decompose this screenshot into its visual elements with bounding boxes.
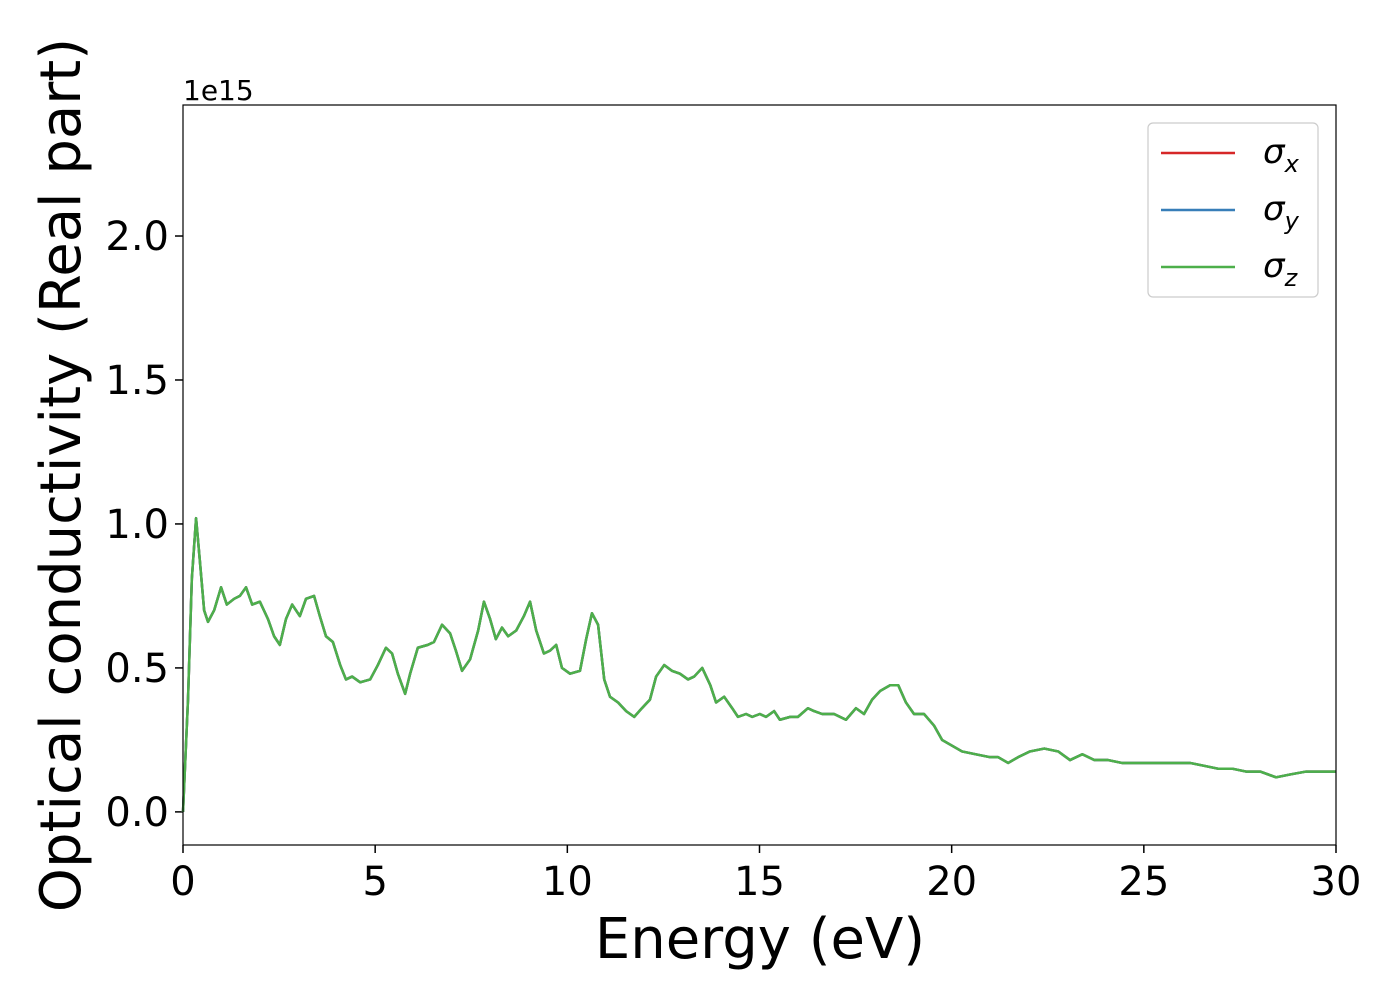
x-tick-label: 25 bbox=[1118, 859, 1169, 905]
y-tick-label: 0.0 bbox=[105, 790, 169, 836]
x-tick-label: 0 bbox=[170, 859, 195, 905]
y-axis-label: Optical conductivity (Real part) bbox=[29, 38, 94, 912]
x-tick-label: 15 bbox=[734, 859, 785, 905]
x-tick-label: 30 bbox=[1311, 859, 1362, 905]
x-tick-label: 20 bbox=[926, 859, 977, 905]
y-tick-label: 0.5 bbox=[105, 646, 169, 692]
y-tick-label: 2.0 bbox=[105, 214, 169, 260]
x-tick-label: 5 bbox=[362, 859, 387, 905]
y-tick-label: 1.5 bbox=[105, 358, 169, 404]
y-offset-label: 1e15 bbox=[183, 74, 254, 107]
plot-frame bbox=[182, 104, 1337, 846]
data-line bbox=[181, 516, 1336, 812]
x-tick-label: 10 bbox=[542, 859, 593, 905]
x-axis-label: Energy (eV) bbox=[595, 907, 925, 972]
y-tick-label: 1.0 bbox=[105, 502, 169, 548]
